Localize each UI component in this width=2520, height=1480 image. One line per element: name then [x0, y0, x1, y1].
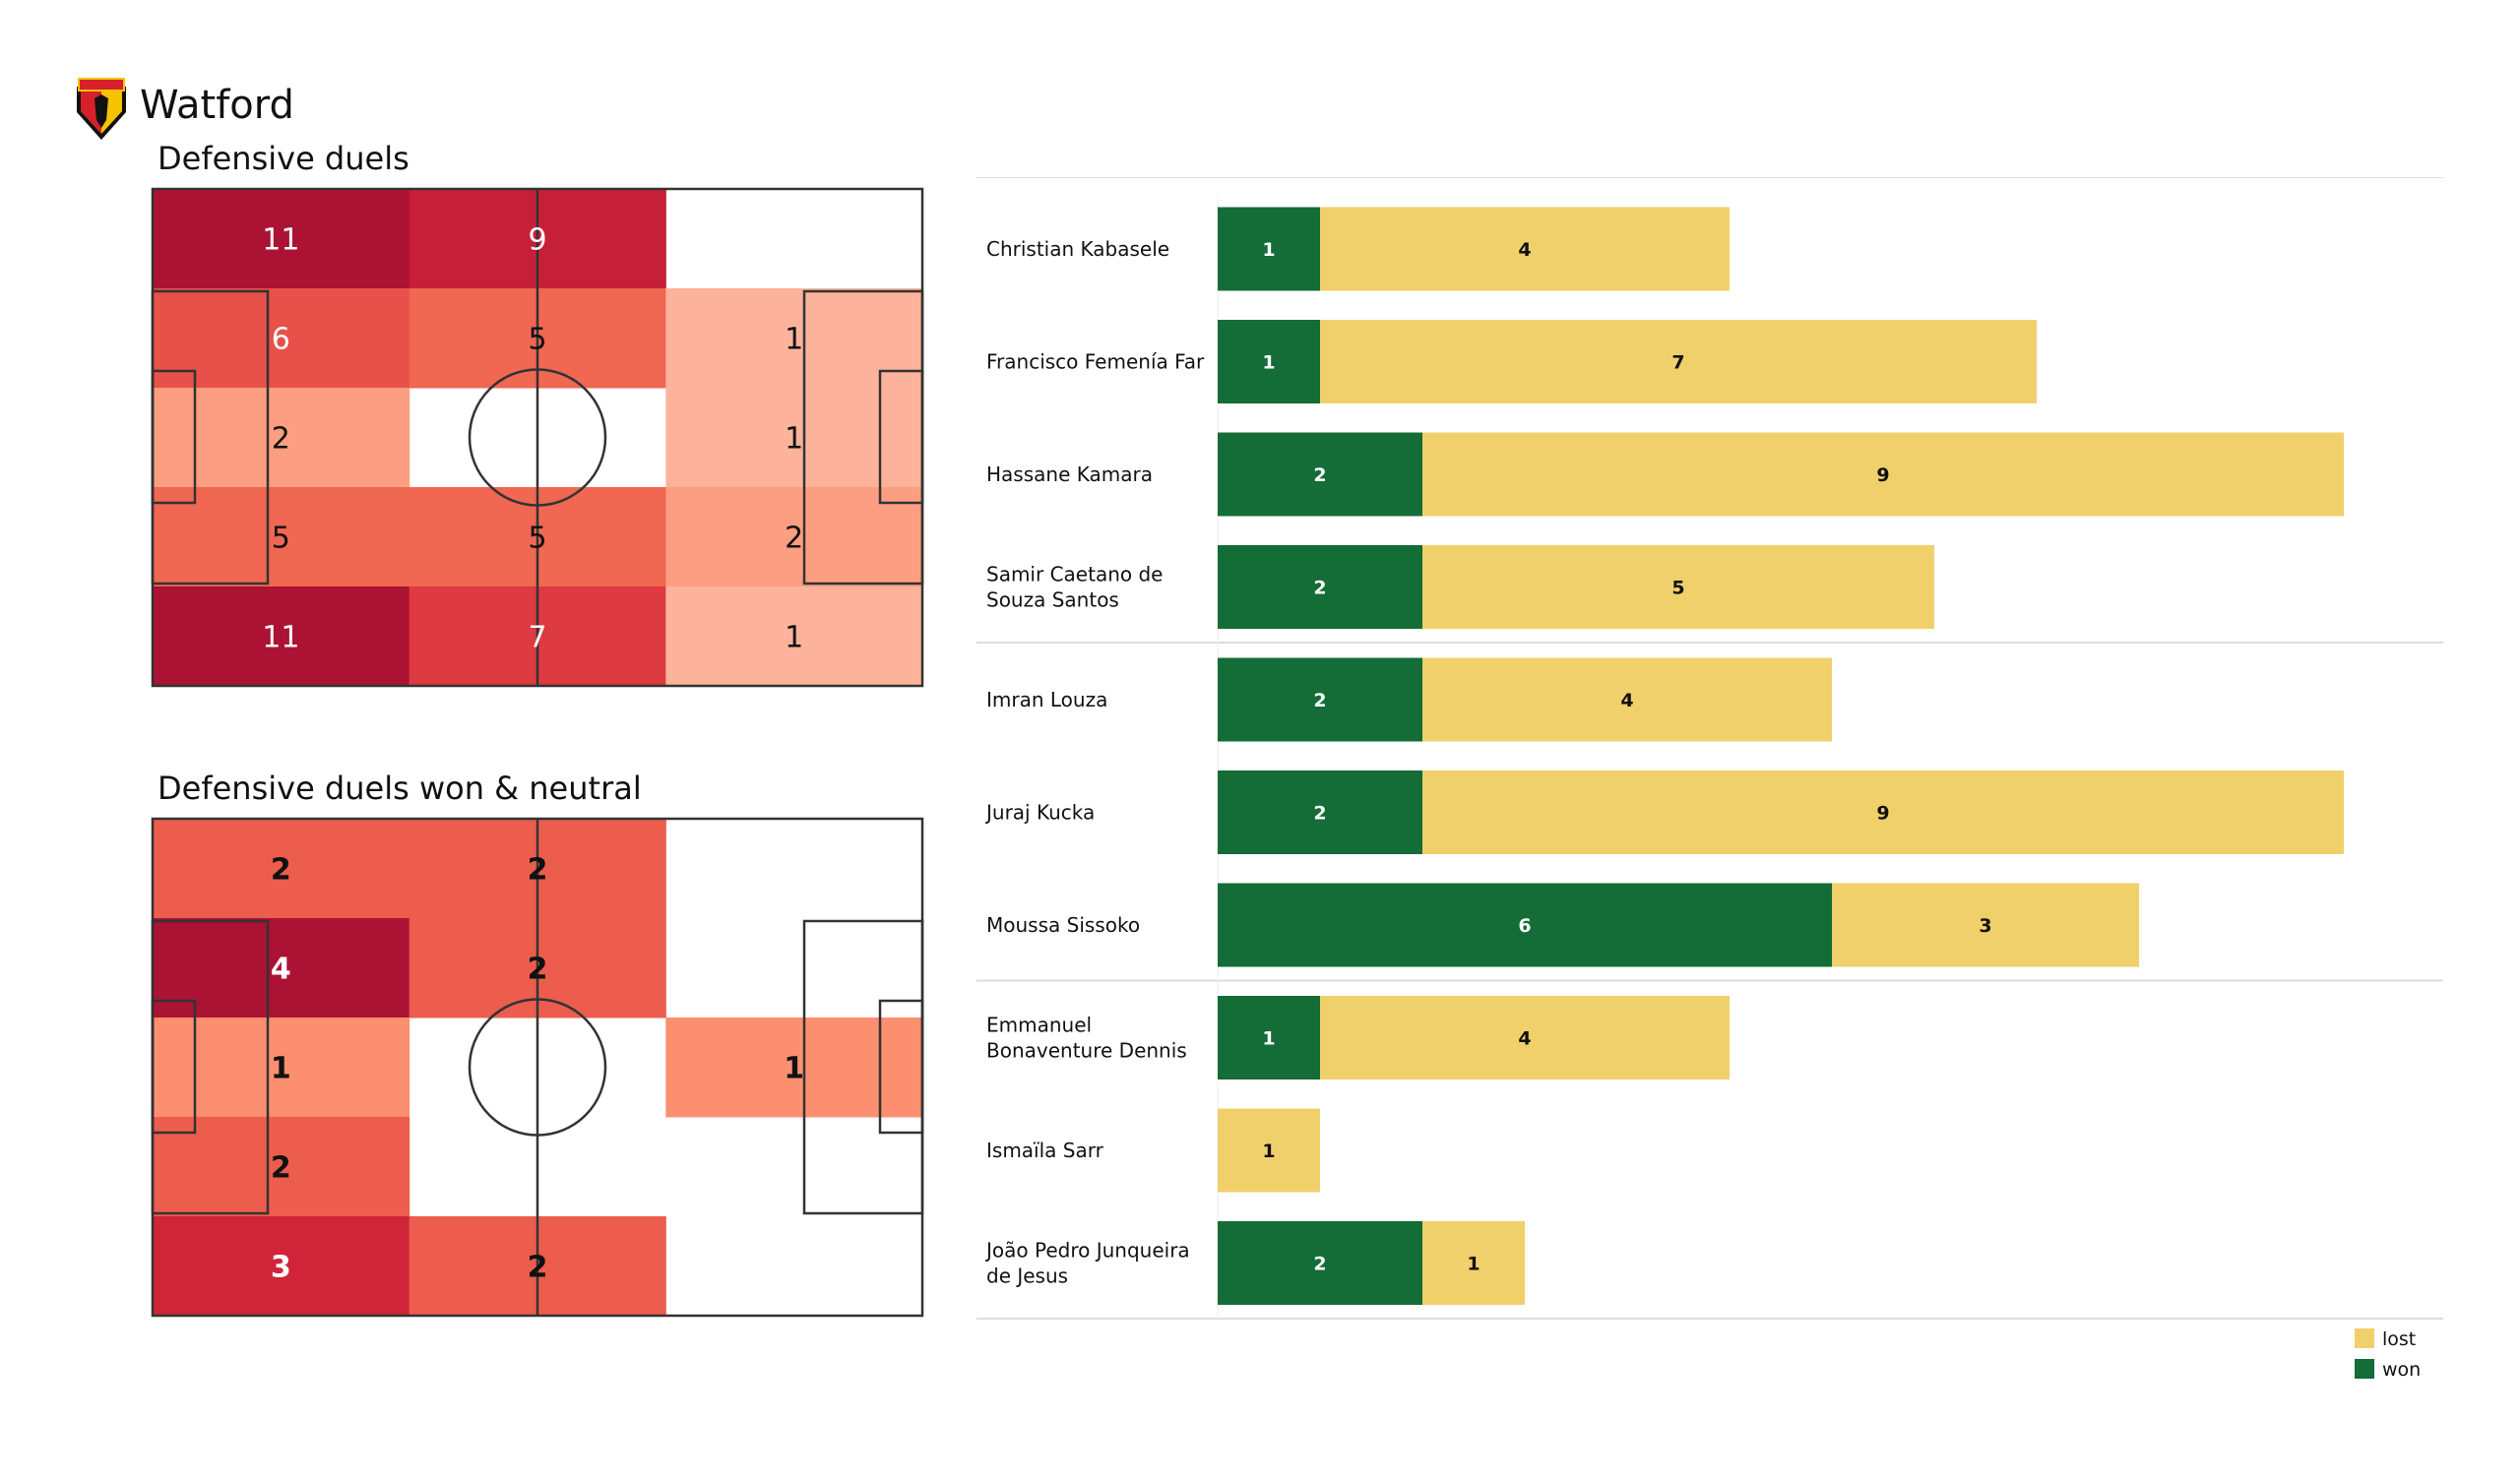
heatmap-value: 2: [271, 1151, 291, 1186]
bar-lost: [1320, 320, 2037, 403]
defensive-duels-title: Defensive duels: [158, 140, 410, 177]
heatmap-pitch-defensive-duels: 11 9 6 5 1 2 1 5 5 2 11 7 1: [151, 187, 924, 688]
bar-lost-label: 1: [1467, 1254, 1480, 1275]
bar-lost-label: 9: [1876, 803, 1889, 825]
legend-label-lost: lost: [2382, 1328, 2416, 1350]
bar-won-label: 2: [1313, 1254, 1326, 1275]
heatmap-value: 1: [785, 323, 803, 357]
bar-won-label: 2: [1313, 803, 1326, 825]
heatmap-value: 5: [528, 522, 546, 556]
player-name: Bonaventure Dennis: [986, 1039, 1187, 1063]
heatmap-value: 1: [785, 621, 803, 655]
bar-won: [1218, 657, 1422, 742]
bar-won-label: 6: [1518, 915, 1531, 937]
heatmap-cell: [665, 586, 923, 687]
player-name: Hassane Kamara: [986, 462, 1153, 486]
bar-won-label: 1: [1262, 352, 1275, 374]
heatmap-cell: [153, 1216, 410, 1317]
bar-won: [1218, 1221, 1422, 1305]
bar-won: [1218, 320, 1320, 403]
bar-won: [1218, 545, 1422, 629]
bar-won-label: 2: [1313, 464, 1326, 486]
bar-won-label: 1: [1262, 1028, 1275, 1050]
legend-label-won: won: [2382, 1359, 2421, 1381]
left-goal-area: [151, 369, 197, 505]
heatmap-value: 5: [272, 522, 290, 556]
bar-won: [1218, 207, 1320, 291]
heatmap-value: 1: [784, 1052, 804, 1086]
heatmap-value: 1: [271, 1052, 291, 1086]
bar-lost: [1218, 1108, 1320, 1193]
bar-won: [1218, 771, 1422, 854]
bar-lost: [1320, 207, 1730, 291]
bar-lost: [1320, 996, 1730, 1079]
player-name: João Pedro Junqueira: [984, 1239, 1190, 1263]
right-goal-area: [878, 999, 924, 1135]
heatmap-value: 2: [528, 953, 548, 987]
heatmap-value: 6: [272, 323, 290, 357]
bar-won: [1218, 996, 1320, 1079]
player-name: Imran Louza: [986, 688, 1107, 711]
bar-won-label: 1: [1262, 239, 1275, 261]
heatmap-value: 5: [528, 323, 546, 357]
bar-lost-label: 4: [1620, 690, 1633, 711]
heatmap-value: 7: [528, 621, 546, 655]
bar-won-label: 2: [1313, 578, 1326, 599]
player-name: Juraj Kucka: [984, 801, 1095, 825]
heatmap-value: 11: [262, 621, 299, 655]
bar-lost-label: 1: [1262, 1141, 1275, 1162]
bar-lost-label: 4: [1518, 239, 1531, 261]
heatmap-value: 4: [271, 953, 291, 987]
bar-lost: [1422, 432, 2344, 517]
heatmap-cell: [153, 586, 410, 687]
legend-swatch-lost: [2355, 1328, 2374, 1348]
player-name: Samir Caetano de: [986, 563, 1163, 586]
player-name: Moussa Sissoko: [986, 913, 1140, 937]
heatmap-value: 2: [528, 853, 548, 888]
heatmap-cell: [153, 189, 410, 289]
bar-lost: [1422, 545, 1934, 629]
heatmap-value: 9: [528, 223, 546, 258]
left-goal-area: [151, 999, 197, 1135]
bar-lost: [1832, 883, 2139, 967]
heatmap-cell: [153, 819, 410, 919]
defensive-duels-won-title: Defensive duels won & neutral: [158, 770, 642, 807]
heatmap-value: 2: [785, 522, 803, 556]
player-name: Emmanuel: [986, 1014, 1092, 1037]
center-circle: [468, 368, 607, 507]
team-name: Watford: [140, 83, 294, 128]
bar-won: [1218, 883, 1832, 967]
heatmap-value: 2: [528, 1251, 548, 1285]
player-name: Ismaïla Sarr: [986, 1139, 1104, 1162]
player-name: de Jesus: [986, 1264, 1068, 1288]
bar-lost-label: 3: [1979, 915, 1991, 937]
player-duels-bar-chart: Christian Kabasele 1 4 Francisco Femenía Fa…: [976, 177, 2443, 1381]
heatmap-value: 2: [272, 422, 290, 457]
legend-swatch-won: [2355, 1359, 2374, 1379]
bar-lost: [1422, 771, 2344, 854]
player-name: Souza Santos: [986, 588, 1119, 612]
bar-lost: [1422, 657, 1832, 742]
bar-lost-label: 9: [1876, 464, 1889, 486]
heatmap-pitch-defensive-duels-won: 2 2 4 2 1 1 2 3 2: [151, 817, 924, 1318]
watford-logo: [77, 78, 126, 140]
bar-won: [1218, 432, 1422, 517]
right-goal-area: [878, 369, 924, 505]
bar-lost-label: 4: [1518, 1028, 1531, 1050]
heatmap-value: 1: [785, 422, 803, 457]
heatmap-value: 3: [271, 1251, 291, 1285]
bar-lost: [1422, 1221, 1525, 1305]
center-circle: [468, 998, 607, 1137]
player-name: Francisco Femenía Far: [986, 350, 1205, 374]
bar-lost-label: 5: [1671, 578, 1684, 599]
heatmap-value: 11: [262, 223, 299, 258]
bar-won-label: 2: [1313, 690, 1326, 711]
heatmap-value: 2: [271, 853, 291, 888]
player-name: Christian Kabasele: [986, 237, 1169, 261]
bar-lost-label: 7: [1671, 352, 1684, 374]
